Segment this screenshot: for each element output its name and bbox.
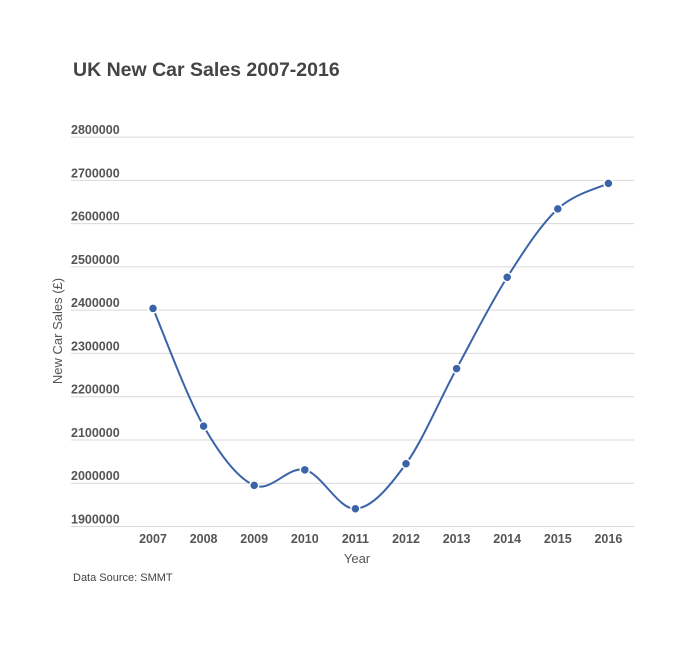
x-tick-label: 2016	[594, 532, 622, 546]
y-axis-title: New Car Sales (£)	[50, 278, 65, 384]
data-point-2014[interactable]	[501, 272, 513, 283]
y-tick-label: 1900000	[71, 513, 120, 527]
x-tick-label: 2009	[240, 532, 268, 546]
x-tick-label: 2014	[493, 532, 521, 546]
y-tick-label: 2600000	[71, 210, 120, 224]
data-point-2007[interactable]	[147, 303, 159, 314]
data-source-note: Data Source: SMMT	[73, 572, 173, 584]
y-tick-label: 2100000	[71, 426, 120, 440]
x-tick-label: 2007	[139, 532, 167, 546]
y-axis-ticks: 2800000 2700000 2600000 2500000 2400000 23000…	[71, 123, 120, 526]
data-points	[147, 178, 614, 515]
x-tick-label: 2012	[392, 532, 420, 546]
data-point-2012[interactable]	[400, 458, 412, 470]
data-point-2016[interactable]	[603, 178, 614, 189]
data-point-2013[interactable]	[451, 363, 462, 374]
x-tick-label: 2015	[544, 532, 572, 546]
x-axis-ticks: 2007 2008 2009 2010 2011 2012 2013 2014 2015 2016	[139, 532, 622, 546]
y-tick-label: 2300000	[71, 339, 120, 353]
data-point-2009[interactable]	[248, 480, 260, 491]
y-tick-label: 2500000	[71, 253, 120, 267]
series-line	[152, 182, 609, 510]
x-tick-label: 2011	[342, 532, 369, 546]
gridlines	[71, 136, 634, 527]
y-tick-label: 2400000	[71, 296, 120, 310]
chart-title: UK New Car Sales 2007-2016	[73, 59, 340, 81]
y-tick-label: 2800000	[71, 123, 120, 137]
data-point-2008[interactable]	[198, 420, 209, 432]
x-tick-label: 2010	[291, 532, 319, 546]
data-point-2015[interactable]	[552, 203, 564, 215]
data-point-2010[interactable]	[299, 464, 311, 476]
y-tick-label: 2200000	[71, 383, 120, 397]
y-tick-label: 2000000	[71, 469, 120, 483]
y-tick-label: 2700000	[71, 166, 120, 180]
x-tick-label: 2008	[190, 532, 218, 546]
data-point-2011[interactable]	[350, 503, 361, 515]
x-tick-label: 2013	[443, 532, 471, 546]
x-axis-title: Year	[344, 551, 371, 566]
